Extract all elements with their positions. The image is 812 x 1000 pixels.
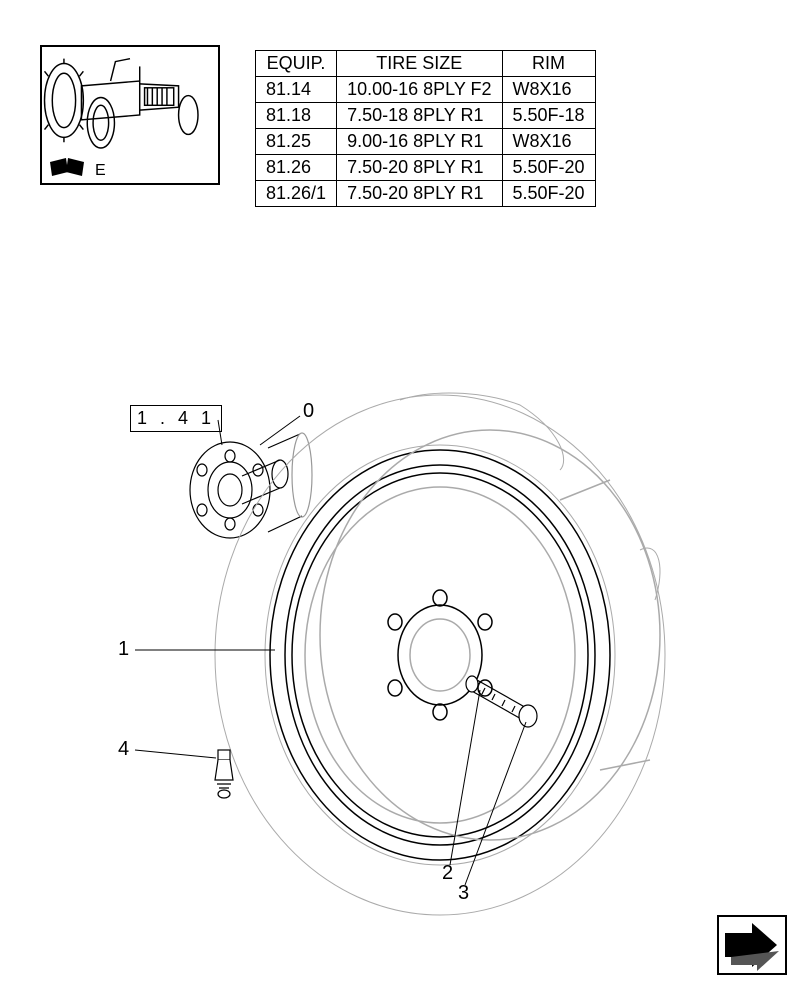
leader-lines — [135, 416, 526, 885]
table-row: 81.14 10.00-16 8PLY F2 W8X16 — [256, 77, 596, 103]
callout-4: 4 — [118, 738, 129, 761]
tire-rim-table: EQUIP. TIRE SIZE RIM 81.14 10.00-16 8PLY… — [255, 50, 596, 207]
callout-0: 0 — [303, 400, 314, 423]
icon-letter: E — [95, 162, 106, 180]
table-row: 81.18 7.50-18 8PLY R1 5.50F-18 — [256, 103, 596, 129]
callout-1: 1 — [118, 638, 129, 661]
rim-part — [270, 430, 660, 860]
table-row: 81.26/1 7.50-20 8PLY R1 5.50F-20 — [256, 181, 596, 207]
valve-part — [215, 750, 233, 798]
next-arrow-icon[interactable] — [717, 915, 787, 975]
table-row: 81.26 7.50-20 8PLY R1 5.50F-20 — [256, 155, 596, 181]
callout-2: 2 — [442, 862, 453, 885]
table-row: 81.25 9.00-16 8PLY R1 W8X16 — [256, 129, 596, 155]
col-equip: EQUIP. — [256, 51, 337, 77]
col-tire-size: TIRE SIZE — [337, 51, 502, 77]
exploded-diagram: 1 . 4 1 — [0, 370, 812, 930]
callout-3: 3 — [458, 882, 469, 905]
hub-part — [190, 433, 312, 538]
bolt-part — [466, 676, 537, 727]
table-header-row: EQUIP. TIRE SIZE RIM — [256, 51, 596, 77]
book-icon — [48, 158, 88, 180]
col-rim: RIM — [502, 51, 595, 77]
